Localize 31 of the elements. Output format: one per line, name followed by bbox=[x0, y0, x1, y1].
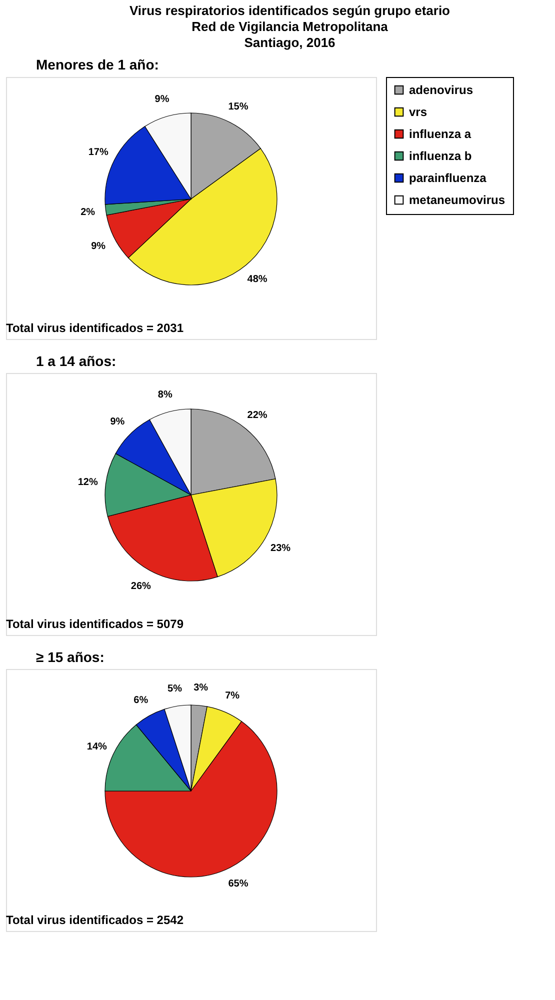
data-label: 48% bbox=[247, 274, 268, 286]
chart-title: Virus respiratorios identificados según grupo etario Red de Vigilancia Metropolitana Santiago, 2016 bbox=[130, 3, 450, 50]
legend-label: metaneumovirus bbox=[409, 193, 506, 207]
data-label: 12% bbox=[78, 476, 98, 488]
data-label: 65% bbox=[228, 878, 248, 890]
text: Total virus identificados = 5079 bbox=[6, 617, 184, 631]
data-label: 8% bbox=[158, 389, 172, 400]
legend-label: influenza a bbox=[409, 127, 472, 141]
data-label: 6% bbox=[134, 694, 148, 706]
chart-subtitle: Menores de 1 año: bbox=[36, 56, 159, 72]
text: Total virus identificados = 2542 bbox=[6, 913, 184, 927]
data-label: 26% bbox=[130, 581, 152, 592]
data-label: 3% bbox=[194, 682, 208, 694]
data-label: 22% bbox=[247, 410, 268, 421]
data-label: 9% bbox=[154, 94, 170, 106]
legend-label: vrs bbox=[409, 105, 428, 119]
data-label: 15% bbox=[228, 101, 248, 112]
data-label: 23% bbox=[270, 542, 291, 554]
chart-subtitle: ≥ 15 años: bbox=[36, 649, 104, 665]
data-label: 7% bbox=[225, 690, 240, 702]
text: Total virus identificados = 2031 bbox=[6, 321, 184, 335]
legend-label: influenza b bbox=[409, 149, 472, 163]
data-label: 5% bbox=[168, 683, 182, 694]
data-label: 2% bbox=[80, 207, 96, 218]
data-label: 9% bbox=[91, 241, 106, 252]
data-label: 9% bbox=[110, 416, 125, 428]
chart-subtitle: 1 a 14 años: bbox=[36, 353, 116, 369]
legend-label: adenovirus bbox=[409, 83, 474, 97]
legend-label: parainfluenza bbox=[409, 171, 487, 185]
data-label: 14% bbox=[86, 742, 108, 753]
data-label: 17% bbox=[88, 146, 108, 158]
